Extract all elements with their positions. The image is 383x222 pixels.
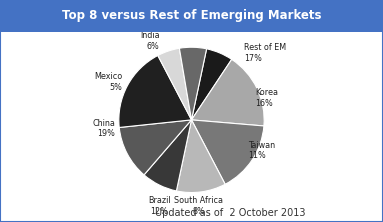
Wedge shape	[192, 120, 264, 184]
Text: Rest of EM
17%: Rest of EM 17%	[244, 43, 286, 63]
Text: Updated as of  2 October 2013: Updated as of 2 October 2013	[155, 208, 305, 218]
Wedge shape	[177, 120, 225, 192]
Text: Taiwan
11%: Taiwan 11%	[248, 141, 275, 160]
Wedge shape	[119, 120, 192, 175]
Wedge shape	[179, 47, 206, 120]
Text: China
19%: China 19%	[92, 119, 115, 138]
Text: Korea
16%: Korea 16%	[255, 88, 278, 108]
Text: South Africa
8%: South Africa 8%	[174, 196, 223, 216]
Text: Top 8 versus Rest of Emerging Markets: Top 8 versus Rest of Emerging Markets	[62, 10, 321, 22]
Text: Russia
6%: Russia 6%	[180, 15, 206, 34]
Wedge shape	[119, 56, 192, 127]
Text: Brazil
12%: Brazil 12%	[148, 196, 171, 216]
Wedge shape	[192, 59, 264, 126]
Text: Mexico
5%: Mexico 5%	[94, 72, 123, 92]
Wedge shape	[192, 49, 232, 120]
Wedge shape	[158, 48, 192, 120]
Text: India
6%: India 6%	[140, 32, 160, 51]
Wedge shape	[144, 120, 192, 191]
